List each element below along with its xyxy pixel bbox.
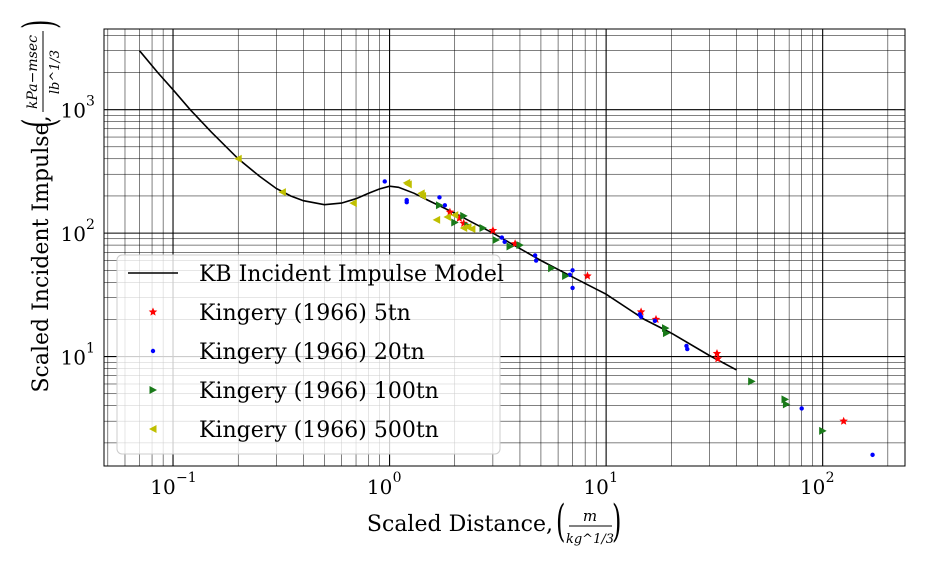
y-axis-label: Scaled Incident Impulse, ( kPa−msec lb^1…: [14, 20, 65, 393]
legend-marker-swatch: [150, 348, 156, 354]
legend-label: Kingery (1966) 100tn: [199, 379, 439, 404]
x-axis-label-text: Scaled Distance,: [367, 512, 553, 537]
data-point: [533, 258, 539, 263]
data-point: [819, 426, 827, 435]
legend-items: KB Incident Impulse Model Kingery (1966) …: [128, 262, 504, 443]
data-point: [638, 314, 644, 320]
x-tick-label: 10: [150, 475, 175, 499]
legend-label: KB Incident Impulse Model: [199, 262, 504, 287]
data-point: [713, 354, 723, 363]
data-point: [782, 400, 791, 409]
data-point: [652, 318, 658, 323]
data-point: [748, 377, 756, 386]
x-tick-label: 10: [367, 475, 392, 499]
data-point: [455, 213, 464, 222]
plot-frame: [103, 28, 906, 467]
data-point: [382, 179, 387, 184]
legend-marker-swatch: [149, 386, 157, 394]
data-point: [636, 307, 646, 316]
data-point: [278, 188, 286, 197]
data-point: [445, 207, 455, 216]
data-point: [432, 215, 441, 224]
data-point: [870, 452, 875, 458]
model-line: [138, 50, 737, 371]
x-tick-exponent: 2: [826, 470, 835, 486]
data-point: [404, 200, 409, 205]
x-axis-right-paren: ): [612, 496, 621, 547]
data-point: [532, 253, 538, 258]
x-unit-denominator: kg^1/3: [566, 532, 614, 547]
data-point: [570, 285, 575, 291]
series-3: [435, 201, 827, 435]
y-tick-label: 10: [61, 346, 86, 370]
data-point: [499, 235, 505, 240]
y-tick-exponent: 1: [86, 341, 95, 357]
data-point: [443, 213, 451, 222]
x-axis-left-paren: (: [556, 496, 565, 547]
legend-marker-swatch: [149, 425, 157, 433]
data-point: [435, 201, 444, 210]
data-point: [839, 416, 848, 425]
x-unit-numerator: m: [583, 507, 597, 525]
series-4: [234, 154, 476, 233]
data-point: [460, 211, 468, 220]
y-unit-numerator: kPa−msec: [25, 35, 41, 109]
y-tick-exponent: 3: [86, 94, 95, 110]
x-tick-label: 10: [800, 475, 825, 499]
y-unit-denominator: lb^1/3: [48, 50, 63, 94]
data-point: [662, 329, 671, 338]
data-point: [404, 180, 412, 189]
data-point: [685, 346, 690, 352]
data-point: [442, 203, 448, 208]
legend-label: Kingery (1966) 20tn: [199, 340, 425, 365]
legend-label: Kingery (1966) 500tn: [199, 418, 439, 443]
series-0: [138, 50, 737, 371]
data-point: [712, 349, 722, 358]
x-tick-exponent: 1: [609, 470, 618, 486]
y-tick-label: 10: [61, 222, 86, 246]
x-tick-exponent: 0: [393, 470, 402, 486]
data-point: [349, 199, 357, 208]
y-tick-exponent: 2: [86, 217, 95, 233]
data-point: [437, 195, 442, 200]
data-point: [506, 242, 515, 251]
data-point: [548, 264, 556, 273]
data-point: [488, 226, 498, 235]
series-2: [382, 179, 875, 458]
legend-box: [116, 254, 501, 455]
y-tick-label: 10: [61, 99, 86, 123]
x-axis-label: Scaled Distance, ( m kg^1/3 ): [367, 496, 622, 547]
data-point: [516, 241, 524, 250]
data-point: [418, 191, 427, 200]
data-point: [459, 224, 468, 233]
data-point: [570, 268, 575, 273]
legend: KB Incident Impulse Model Kingery (1966) …: [116, 254, 504, 455]
x-tick-labels: 10 −1 10 0 10 1 10 2: [150, 470, 834, 499]
y-axis-right-paren: ): [14, 20, 65, 29]
y-axis-label-text: Scaled Incident Impulse,: [29, 115, 54, 392]
series-layer: [138, 50, 875, 458]
data-point: [450, 211, 459, 220]
y-axis-left-paren: (: [14, 119, 65, 128]
legend-label: Kingery (1966) 5tn: [199, 301, 411, 326]
data-point: [562, 271, 570, 280]
data-point: [234, 154, 242, 163]
data-point: [583, 271, 592, 280]
data-point: [451, 218, 459, 227]
legend-marker-swatch: [148, 307, 158, 316]
data-point: [799, 406, 804, 411]
data-point: [467, 224, 476, 233]
data-point: [492, 235, 500, 244]
x-tick-label: 10: [583, 475, 608, 499]
data-point: [479, 224, 487, 233]
x-tick-exponent: −1: [176, 470, 197, 486]
data-point: [502, 239, 507, 245]
